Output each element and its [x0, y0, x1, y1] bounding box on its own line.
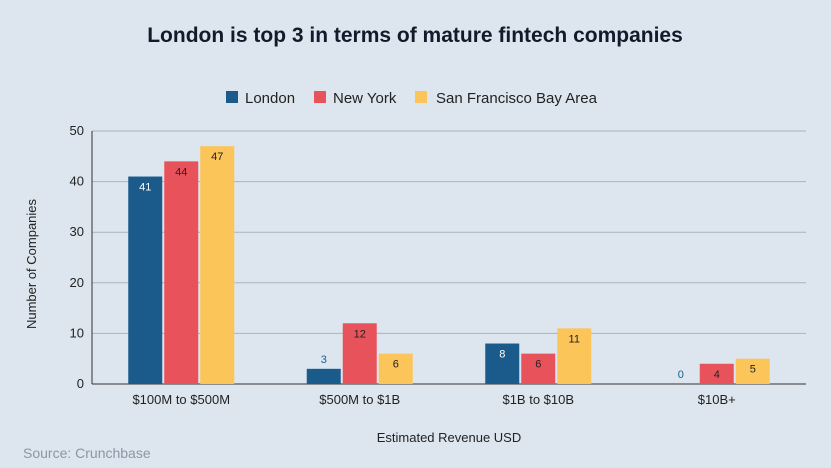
data-label: 8 — [499, 349, 505, 361]
data-label: 5 — [750, 364, 756, 376]
bar-london — [128, 176, 163, 384]
chart-title: London is top 3 in terms of mature finte… — [147, 24, 683, 47]
legend-label-london: London — [245, 90, 295, 107]
x-axis-ticks: $100M to $500M $500M to $1B $1B to $10B $10… — [132, 392, 735, 407]
data-label: 11 — [569, 333, 580, 345]
bar-san-francisco-bay-area — [735, 358, 770, 384]
bar-san-francisco-bay-area — [200, 146, 235, 384]
data-label: 44 — [175, 166, 187, 178]
data-label: 6 — [535, 359, 541, 371]
x-tick-label: $1B to $10B — [502, 392, 574, 407]
y-tick-label: 30 — [70, 224, 84, 239]
data-label: 47 — [211, 151, 223, 163]
data-label: 3 — [321, 354, 327, 366]
y-tick-label: 0 — [77, 376, 84, 391]
bar-san-francisco-bay-area — [557, 328, 592, 384]
legend: London New York San Francisco Bay Area — [226, 90, 598, 107]
bars — [128, 146, 770, 384]
legend-swatch-sf-bay-area — [415, 91, 427, 103]
legend-swatch-london — [226, 91, 238, 103]
data-label: 41 — [139, 182, 151, 194]
bar-london — [485, 343, 520, 384]
data-label: 0 — [678, 369, 684, 381]
y-tick-label: 50 — [70, 123, 84, 138]
x-tick-label: $100M to $500M — [132, 392, 230, 407]
source-note: Source: Crunchbase — [23, 445, 151, 461]
data-label: 6 — [393, 359, 399, 371]
x-axis-label: Estimated Revenue USD — [377, 430, 522, 445]
data-labels: 41 44 47 3 12 6 8 6 11 0 4 5 — [139, 151, 756, 381]
y-tick-label: 20 — [70, 275, 84, 290]
bar-new-york — [699, 363, 734, 384]
x-tick-label: $500M to $1B — [319, 392, 400, 407]
bar-san-francisco-bay-area — [378, 353, 413, 384]
data-label: 4 — [714, 369, 720, 381]
gridlines — [91, 130, 806, 385]
bar-new-york — [164, 161, 199, 384]
y-axis-label: Number of Companies — [24, 198, 39, 329]
x-tick-label: $10B+ — [698, 392, 736, 407]
data-label: 12 — [354, 328, 366, 340]
legend-label-sf-bay-area: San Francisco Bay Area — [436, 90, 598, 107]
bar-london — [306, 368, 341, 384]
legend-swatch-new-york — [314, 91, 326, 103]
y-axis-ticks: 0 10 20 30 40 50 — [70, 123, 84, 391]
y-tick-label: 10 — [70, 325, 84, 340]
bar-new-york — [521, 353, 556, 384]
bar-new-york — [342, 323, 377, 384]
legend-label-new-york: New York — [333, 90, 397, 107]
y-tick-label: 40 — [70, 174, 84, 189]
